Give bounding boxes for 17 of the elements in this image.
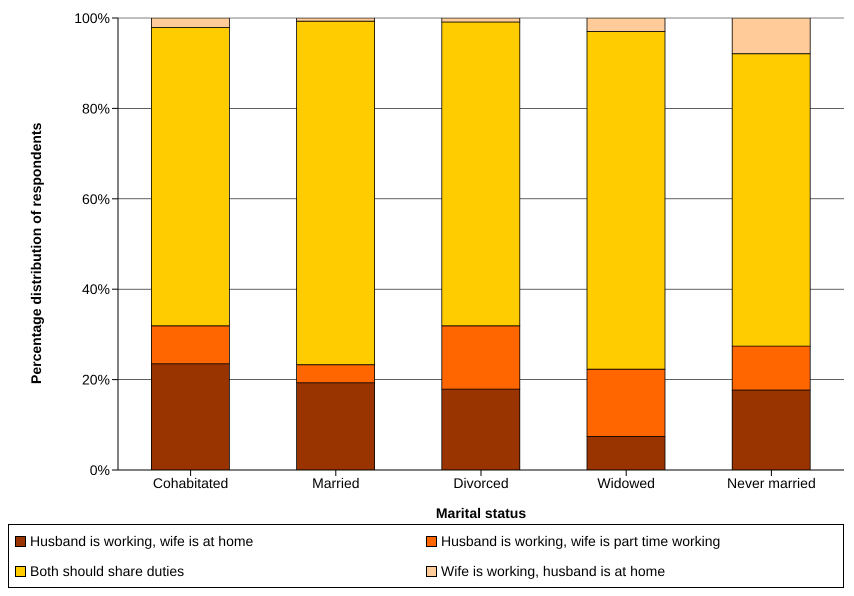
legend-label: Both should share duties bbox=[30, 563, 184, 579]
y-tick-label: 80% bbox=[82, 100, 110, 116]
legend-label: Husband is working, wife is at home bbox=[30, 533, 254, 549]
x-tick-label: Never married bbox=[727, 474, 816, 491]
legend-label: Wife is working, husband is at home bbox=[441, 563, 666, 579]
y-tick-label: 0% bbox=[90, 462, 110, 478]
y-tick-label: 40% bbox=[82, 281, 110, 298]
x-axis-title: Marital status bbox=[436, 505, 526, 521]
x-tick-label: Divorced bbox=[453, 474, 509, 491]
legend-label: Husband is working, wife is part time working bbox=[441, 533, 720, 549]
y-tick-label: 60% bbox=[82, 190, 110, 207]
x-tick-label: Widowed bbox=[597, 474, 655, 491]
y-tick-label: 20% bbox=[82, 372, 110, 388]
x-tick-label: Married bbox=[312, 474, 360, 491]
x-tick-label: Cohabitated bbox=[152, 474, 228, 491]
y-tick-label: 100% bbox=[74, 10, 110, 26]
y-axis-title: Percentage distribution of respondents bbox=[28, 122, 44, 384]
